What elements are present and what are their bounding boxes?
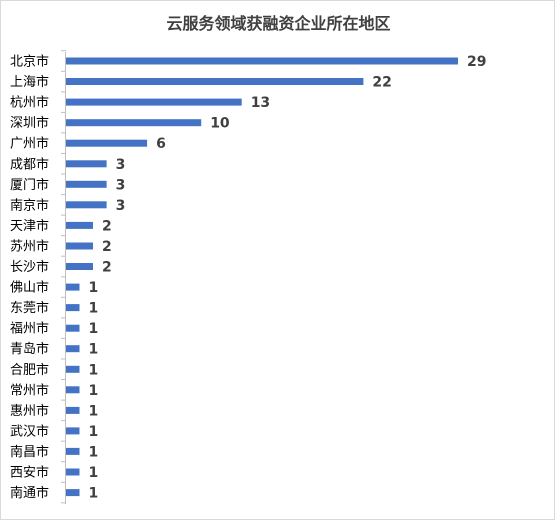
data-label: 1 [89,465,99,481]
category-label: 杭州市 [10,95,49,111]
bar [66,119,202,127]
category-label: 长沙市 [10,259,49,275]
category-label: 天津市 [10,218,49,234]
bar [66,98,242,106]
bar [66,201,107,209]
data-label: 2 [102,260,112,276]
category-label: 福州市 [10,321,49,337]
data-label: 1 [89,301,99,317]
bar [66,304,80,312]
bar [66,386,80,394]
bar [66,160,107,168]
data-label: 1 [89,362,99,378]
bar [66,345,80,353]
data-label: 1 [89,444,99,460]
chart-title: 云服务领域获融资企业所在地区 [166,14,391,33]
bar [66,468,80,476]
data-label: 29 [467,54,486,70]
data-label: 1 [89,280,99,296]
bar [66,242,93,250]
bar [66,365,80,373]
category-label: 南京市 [10,197,49,213]
data-label: 3 [116,177,126,193]
category-label: 厦门市 [10,177,49,193]
category-label: 南昌市 [10,444,49,460]
data-label: 3 [116,157,126,173]
bar [66,489,80,497]
data-label: 22 [372,75,391,91]
category-label: 西安市 [10,465,49,481]
category-label: 深圳市 [10,115,49,131]
category-label: 苏州市 [10,238,49,254]
bar [66,406,80,414]
data-label: 1 [89,342,99,358]
data-label: 3 [116,198,126,214]
data-label: 2 [102,218,112,234]
bar [66,263,93,270]
data-label: 1 [89,321,99,337]
category-label: 东莞市 [10,300,49,316]
category-label: 广州市 [10,136,49,152]
data-label: 1 [89,424,99,440]
category-label: 佛山市 [10,280,49,296]
category-label: 成都市 [10,156,49,172]
category-label: 北京市 [10,54,49,70]
data-label: 13 [251,95,270,111]
bar [66,283,80,291]
bar [66,324,80,332]
bar [66,180,107,188]
category-label: 上海市 [10,74,49,90]
bar [66,427,80,435]
data-label: 1 [89,383,99,399]
bar [66,139,148,147]
data-label: 2 [102,239,112,255]
bar [66,57,458,65]
data-label: 1 [89,403,99,419]
category-label: 常州市 [10,382,49,398]
data-label: 1 [89,486,99,502]
bar [66,447,80,455]
data-label: 10 [210,116,230,132]
category-label: 惠州市 [10,403,49,419]
category-label: 青岛市 [10,341,49,357]
data-label: 6 [156,136,166,152]
category-label: 南通市 [10,485,49,501]
bar [66,78,364,85]
category-label: 武汉市 [10,423,49,439]
bar [66,221,93,229]
category-label: 合肥市 [10,362,49,378]
